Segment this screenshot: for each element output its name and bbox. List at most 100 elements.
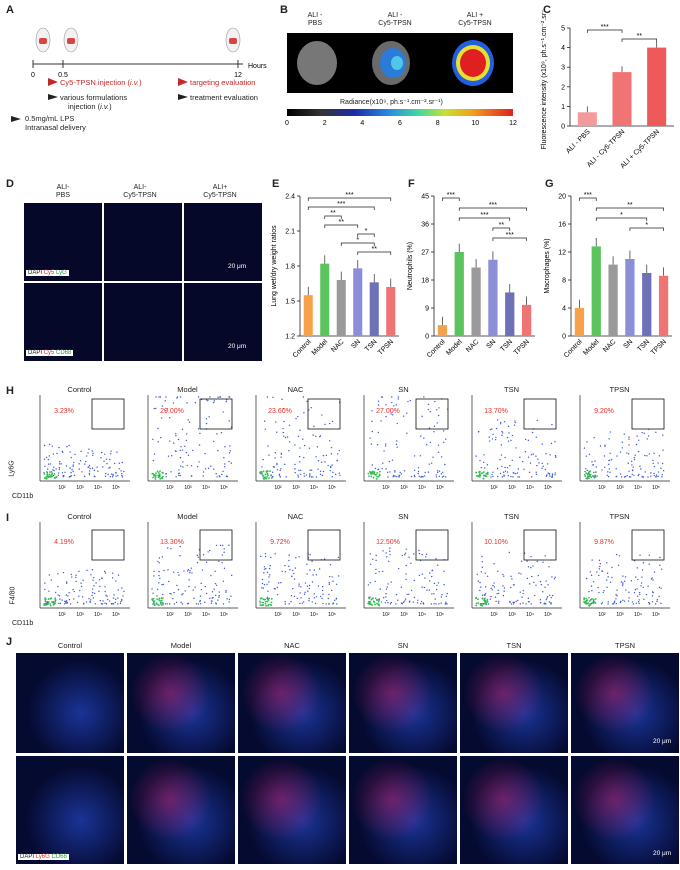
scalebar-j1: 20 μm bbox=[653, 738, 672, 745]
svg-text:4: 4 bbox=[360, 120, 364, 127]
bar bbox=[608, 264, 618, 336]
svg-text:10⁴: 10⁴ bbox=[310, 612, 318, 618]
svg-text:10⁵: 10⁵ bbox=[544, 485, 552, 491]
significance-label: *** bbox=[584, 192, 592, 199]
flow-x-label: CD11b bbox=[12, 620, 34, 627]
x-tick-label: TSN bbox=[636, 338, 651, 353]
y-axis-label: Lung wet/dry weight ratios bbox=[271, 225, 278, 307]
timeline-schematic: 0 0.5 12 Hours bbox=[11, 27, 267, 122]
significance-bracket bbox=[357, 251, 392, 255]
y-tick-label: 1 bbox=[561, 104, 565, 111]
svg-text:10⁵: 10⁵ bbox=[328, 485, 336, 491]
bar bbox=[353, 268, 363, 336]
j-title: NAC bbox=[284, 641, 300, 650]
legend-d2: DAPI Cy5 CD68 bbox=[26, 350, 74, 356]
svg-text:10²: 10² bbox=[382, 485, 390, 491]
tick-12: 12 bbox=[234, 72, 242, 79]
svg-text:10²: 10² bbox=[490, 485, 498, 491]
significance-label: * bbox=[645, 222, 648, 229]
scalebar-j2: 20 μm bbox=[653, 850, 672, 857]
x-tick-label: NAC bbox=[465, 338, 480, 353]
legend-j: DAPI Ly6G CD68 bbox=[18, 854, 69, 860]
y-tick-label: 2.4 bbox=[285, 194, 295, 201]
micro-d-2-1 bbox=[24, 283, 102, 361]
micro-j-bottom bbox=[349, 756, 457, 864]
micro-j-top bbox=[16, 653, 124, 753]
x-tick-label: Control bbox=[563, 338, 584, 359]
svg-text:10²: 10² bbox=[382, 612, 390, 618]
y-tick-label: 0 bbox=[561, 124, 565, 131]
gate-box bbox=[415, 398, 449, 430]
d-group-2: ALI- Cy5-TPSN bbox=[123, 184, 157, 199]
flow-plot: 3.23% 10² 10³ 10⁴ 10⁵ bbox=[39, 395, 130, 491]
gate-percent: 27.00% bbox=[376, 408, 400, 415]
y-axis-label: Macrophages (%) bbox=[544, 238, 551, 293]
significance-label: *** bbox=[601, 24, 609, 31]
gate-box bbox=[631, 529, 665, 561]
svg-text:10⁵: 10⁵ bbox=[220, 612, 228, 618]
flow-title: Model bbox=[177, 512, 198, 521]
panel-label-h: H bbox=[6, 385, 14, 397]
gate-percent: 9.72% bbox=[270, 539, 290, 546]
svg-text:10⁴: 10⁴ bbox=[526, 485, 534, 491]
y-tick-label: 0 bbox=[425, 334, 429, 341]
gate-percent: 12.50% bbox=[376, 539, 400, 546]
flow-plot: 13.70% 10² 10³ 10⁴ 10⁵ bbox=[471, 395, 562, 491]
x-tick-label: Control bbox=[426, 338, 447, 359]
flow-title: TPSN bbox=[609, 512, 630, 521]
bar bbox=[336, 280, 346, 336]
j-title: Model bbox=[170, 641, 192, 650]
svg-text:10³: 10³ bbox=[400, 485, 408, 491]
micro-j-bottom bbox=[127, 756, 235, 864]
significance-label: ** bbox=[499, 222, 505, 229]
flow-plot: 12.50% 10² 10³ 10⁴ 10⁵ bbox=[363, 522, 454, 618]
flow-title: SN bbox=[398, 385, 409, 394]
ivis-image bbox=[287, 33, 513, 93]
svg-text:10²: 10² bbox=[166, 485, 174, 491]
flow-title: NAC bbox=[287, 385, 304, 394]
svg-text:10²: 10² bbox=[598, 485, 606, 491]
svg-text:10⁵: 10⁵ bbox=[436, 485, 444, 491]
significance-bracket bbox=[595, 217, 648, 221]
svg-text:12: 12 bbox=[509, 120, 517, 127]
y-tick-label: 1.8 bbox=[285, 264, 295, 271]
svg-text:10⁵: 10⁵ bbox=[220, 485, 228, 491]
significance-bracket bbox=[458, 207, 527, 211]
micro-j-top bbox=[460, 653, 568, 753]
chart-c: 0 1 2 3 4 5 Fluorescence intensity (x10⁹, ph.s… bbox=[541, 10, 674, 170]
injection-label: Cy5-TPSN injection (i.v.) bbox=[60, 78, 142, 87]
colorbar-ticks: 0 2 4 6 8 10 12 bbox=[285, 120, 517, 127]
y-tick-label: 1.2 bbox=[285, 334, 295, 341]
significance-bracket bbox=[324, 224, 359, 228]
svg-text:10: 10 bbox=[471, 120, 479, 127]
significance-label: * bbox=[620, 212, 623, 219]
micro-j-bottom bbox=[238, 756, 346, 864]
gate-percent: 3.23% bbox=[54, 408, 74, 415]
significance-bracket bbox=[629, 227, 664, 231]
y-tick-label: 2.1 bbox=[285, 229, 295, 236]
significance-bracket bbox=[595, 207, 664, 211]
svg-text:10²: 10² bbox=[490, 612, 498, 618]
gate-box bbox=[523, 398, 557, 430]
x-tick-label: SN bbox=[622, 338, 634, 350]
flow-title: Control bbox=[67, 512, 92, 521]
svg-text:10³: 10³ bbox=[400, 612, 408, 618]
svg-text:10⁵: 10⁵ bbox=[436, 612, 444, 618]
significance-label: *** bbox=[447, 192, 455, 199]
lps-label: 0.5mg/mL LPS Intranasal delivery bbox=[25, 114, 86, 132]
micro-j-top bbox=[571, 653, 679, 753]
b-group-1: ALI - PBS bbox=[307, 12, 323, 27]
gate-percent: 9.20% bbox=[594, 408, 614, 415]
significance-label: *** bbox=[337, 201, 345, 208]
svg-text:10⁴: 10⁴ bbox=[634, 612, 642, 618]
micro-j-bottom bbox=[571, 756, 679, 864]
svg-text:10⁵: 10⁵ bbox=[328, 612, 336, 618]
significance-bracket bbox=[458, 217, 511, 221]
x-tick-label: TSN bbox=[499, 338, 514, 353]
micro-d-1-3 bbox=[184, 203, 262, 281]
svg-text:10⁴: 10⁴ bbox=[418, 612, 426, 618]
panel-label-c: C bbox=[543, 4, 551, 16]
svg-text:10⁴: 10⁴ bbox=[634, 485, 642, 491]
j-title: TPSN bbox=[614, 641, 635, 650]
micro-d-1-1 bbox=[24, 203, 102, 281]
